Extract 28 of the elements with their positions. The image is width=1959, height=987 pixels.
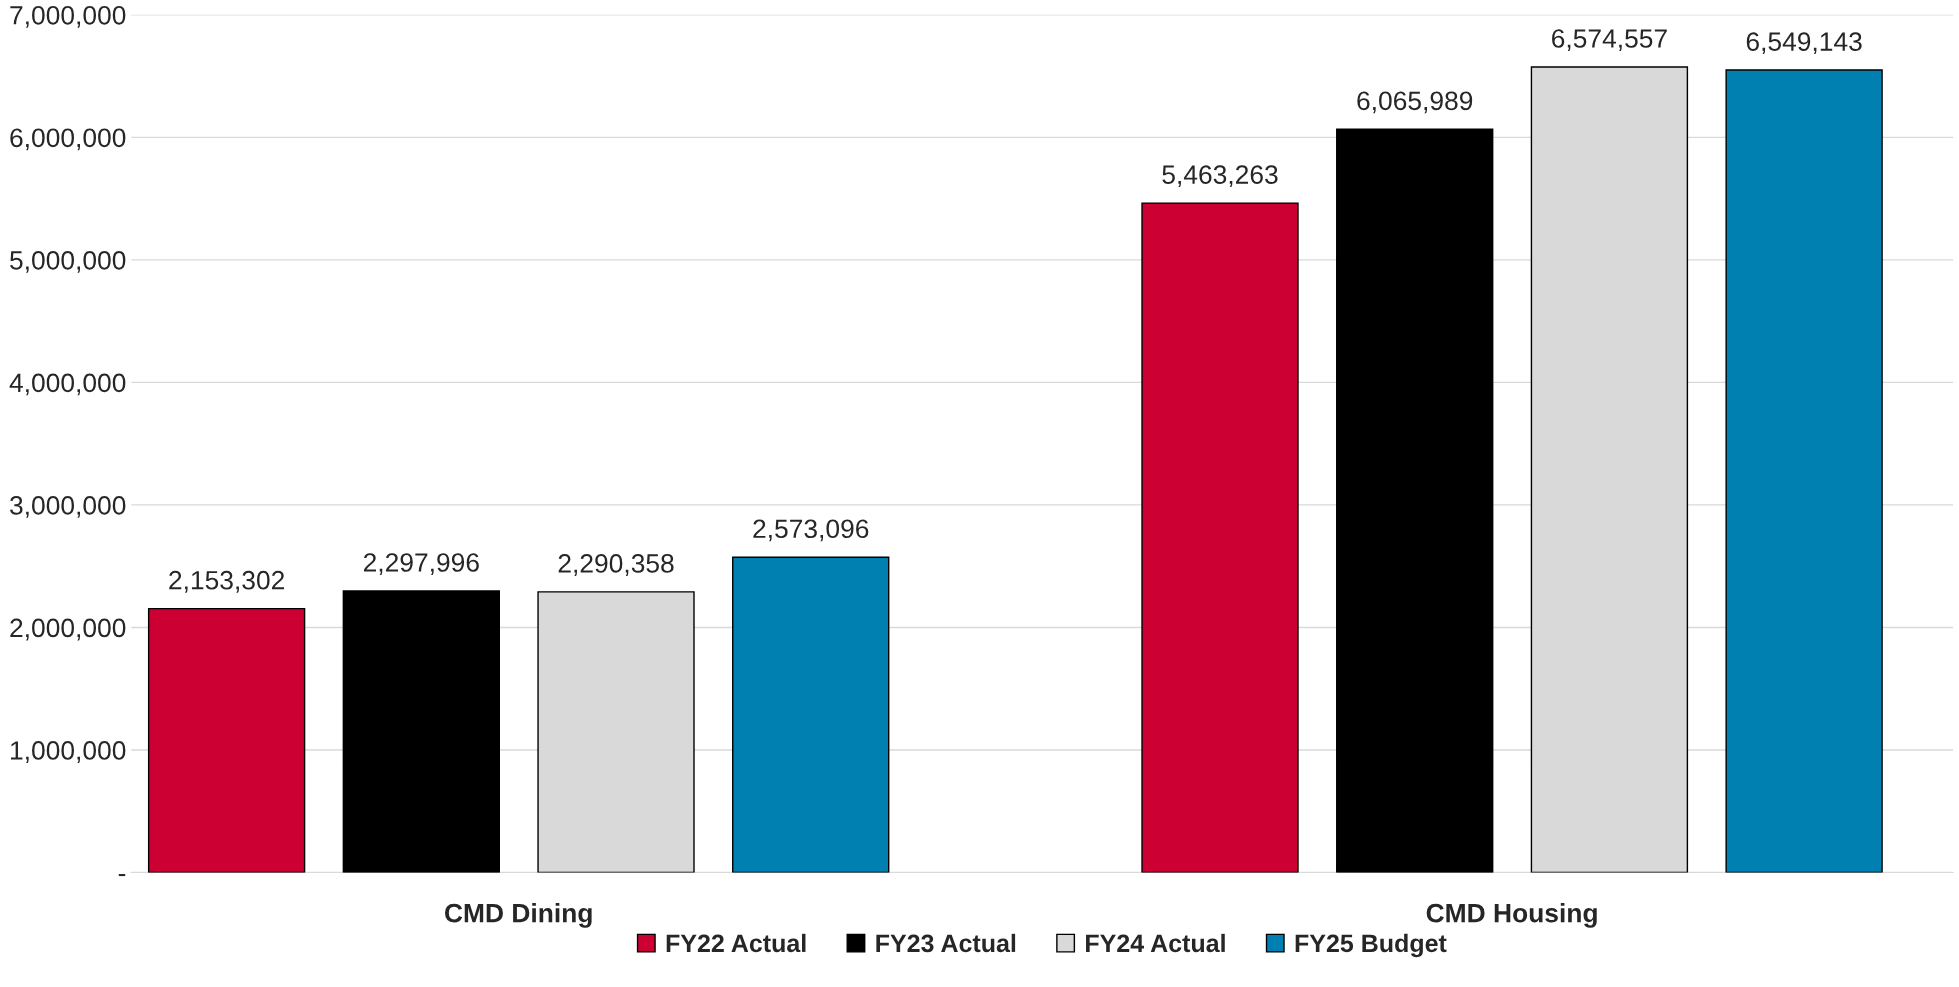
legend-label: FY24 Actual [1086,933,1225,953]
bar [1725,69,1883,873]
x-tick-label: CMD Dining [445,903,592,928]
y-tick-label: 6,000,000 [10,128,126,151]
data-label: 6,065,989 [1357,91,1473,114]
y-tick-label: 1,000,000 [11,741,126,763]
bar [732,556,890,873]
data-label: 6,574,557 [1552,29,1667,51]
y-tick-label: - [118,874,126,877]
x-tick-label: CMD Housing [1426,903,1597,928]
bar [147,607,306,873]
data-label: 2,290,358 [558,554,674,576]
y-tick-label: 5,000,000 [10,251,126,273]
data-label: 2,573,096 [753,519,869,542]
y-tick-label: 2,000,000 [10,618,126,641]
legend-label: FY22 Actual [666,933,806,953]
bar [342,590,500,873]
data-label: 5,463,263 [1162,165,1278,188]
y-tick-label: 3,000,000 [10,496,126,518]
legend-label: FY25 Budget [1295,933,1447,958]
data-label: 2,297,996 [363,553,479,575]
data-label: 2,153,302 [169,570,284,593]
y-tick-label: 4,000,000 [9,373,126,396]
legend-label: FY23 Actual [876,933,1016,953]
bar [1336,128,1494,873]
bar [1141,202,1299,873]
y-tick-label: 7,000,000 [10,5,126,28]
data-label: 6,549,143 [1746,32,1862,55]
